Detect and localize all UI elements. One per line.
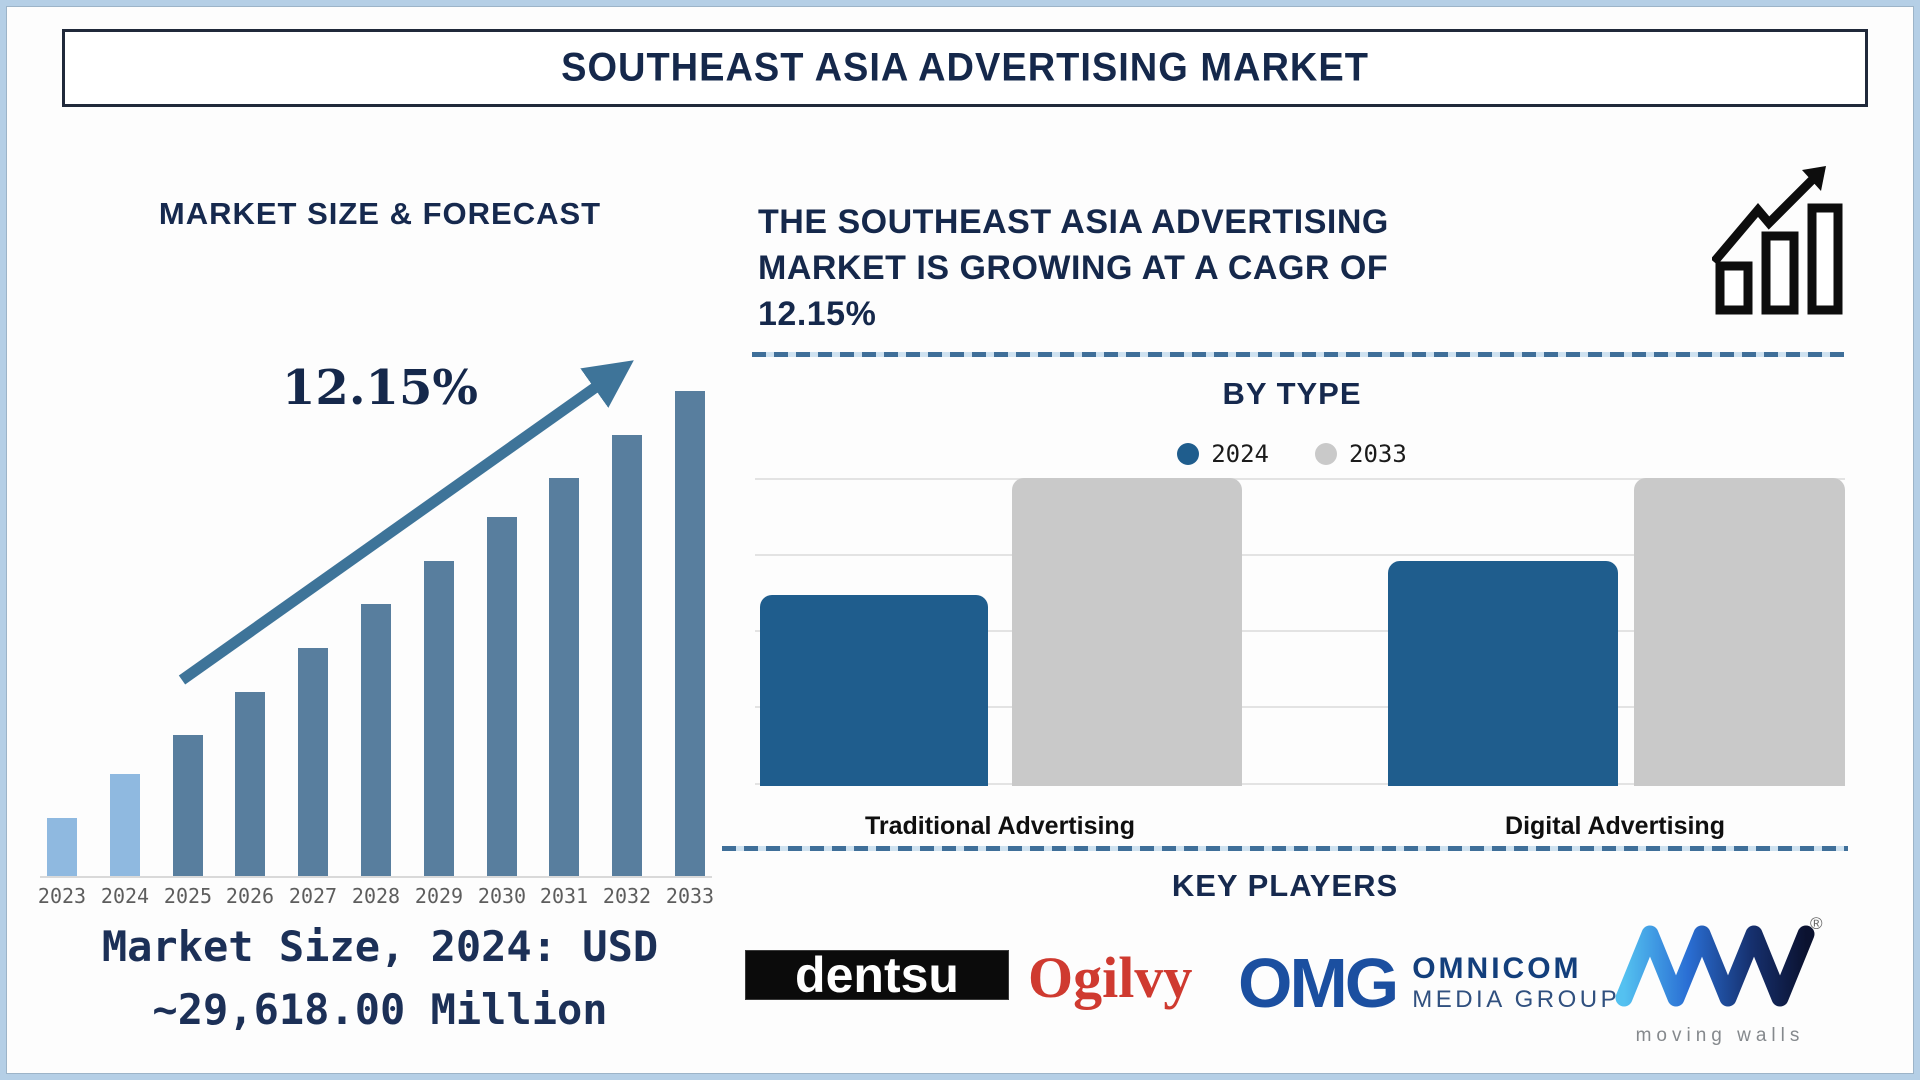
year-label-2027: 2027 [288, 884, 338, 908]
forecast-bar-2033 [674, 391, 705, 876]
moving-walls-tagline: moving walls [1635, 1025, 1805, 1046]
legend-label-2024: 2024 [1211, 440, 1269, 468]
year-label-2029: 2029 [414, 884, 464, 908]
dashed-divider-bottom [722, 846, 1848, 851]
year-label-2033: 2033 [665, 884, 715, 908]
dashed-divider-top [752, 352, 1844, 357]
year-label-2030: 2030 [477, 884, 527, 908]
dentsu-logo: dentsu [745, 947, 1009, 1003]
year-label-2023: 2023 [37, 884, 87, 908]
forecast-bar-2023 [47, 818, 77, 876]
market-size-forecast-heading: MARKET SIZE & FORECAST [158, 196, 602, 231]
market-size-bar-chart [40, 370, 712, 876]
growth-statement: THE SOUTHEAST ASIA ADVERTISING MARKET IS… [758, 203, 1389, 333]
by-type-legend: 2024 2033 [992, 440, 1592, 468]
gridline-2 [755, 630, 1845, 632]
ogilvy-wordmark: Ogilvy [1028, 945, 1193, 1010]
bytype-bar-traditional-2024 [760, 595, 988, 786]
category-label-traditional: Traditional Advertising [865, 812, 1135, 840]
forecast-bar-2030 [486, 517, 517, 876]
year-axis: 2023 2024 2025 2026 2027 2028 2029 2030 2031 2032… [38, 884, 714, 908]
forecast-bar-2029 [423, 561, 454, 876]
forecast-bar-2025 [172, 735, 203, 876]
bytype-bar-digital-2033 [1634, 478, 1845, 786]
forecast-bar-2032 [612, 435, 643, 876]
year-label-2031: 2031 [539, 884, 589, 908]
forecast-bar-2028 [360, 604, 391, 876]
moving-walls-zigzag-icon [1615, 925, 1815, 1007]
page-title: SOUTHEAST ASIA ADVERTISING MARKET [561, 45, 1369, 90]
omg-wordmark: OMG [1238, 944, 1399, 1022]
growth-chart-icon [1712, 166, 1843, 315]
year-label-2025: 2025 [163, 884, 213, 908]
gridline-3 [755, 706, 1845, 708]
year-label-2032: 2032 [602, 884, 652, 908]
omnicom-line2: MEDIA GROUP [1412, 986, 1621, 1014]
title-banner: SOUTHEAST ASIA ADVERTISING MARKET [62, 29, 1868, 107]
forecast-bar-2031 [549, 478, 580, 876]
forecast-bar-2024 [109, 774, 140, 876]
bytype-bar-digital-2024 [1388, 561, 1618, 786]
gridline-4 [755, 783, 1845, 785]
year-label-2026: 2026 [225, 884, 275, 908]
cagr-value-label: 12.15% [282, 360, 478, 416]
market-size-caption-line2: ~29,618.00 Million [152, 985, 608, 1034]
legend-dot-2024 [1177, 443, 1200, 465]
gridline-1 [755, 554, 1845, 556]
dentsu-wordmark: dentsu [795, 947, 959, 1003]
market-size-caption-line1: Market Size, 2024: USD [101, 922, 659, 971]
legend-label-2033: 2033 [1349, 440, 1407, 468]
forecast-bar-2027 [298, 648, 329, 876]
year-label-2024: 2024 [100, 884, 150, 908]
omnicom-line1: OMNICOM [1412, 951, 1582, 985]
legend-dot-2033 [1315, 443, 1337, 465]
legend-item-2033: 2033 [1315, 440, 1407, 468]
legend-item-2024: 2024 [1177, 440, 1269, 468]
category-label-digital: Digital Advertising [1505, 812, 1725, 840]
moving-walls-logo: ® moving walls [1612, 914, 1828, 1047]
ogilvy-logo: Ogilvy [1028, 944, 1192, 1011]
omnicom-media-group-logo: OMG OMNICOM MEDIA GROUP [1238, 948, 1620, 1018]
omnicom-text-stack: OMNICOM MEDIA GROUP [1412, 952, 1620, 1014]
market-size-caption: Market Size, 2024: USD ~29,618.00 Millio… [40, 915, 720, 1041]
chart-baseline [40, 876, 712, 878]
by-type-bar-chart [755, 478, 1845, 786]
by-type-heading: BY TYPE [1222, 376, 1362, 411]
gridline-0 [755, 478, 1845, 480]
forecast-bar-2026 [235, 692, 266, 876]
year-label-2028: 2028 [351, 884, 401, 908]
registered-trademark-icon: ® [1810, 914, 1823, 933]
bytype-bar-traditional-2033 [1012, 478, 1242, 786]
key-players-heading: KEY PLAYERS [1171, 868, 1399, 903]
